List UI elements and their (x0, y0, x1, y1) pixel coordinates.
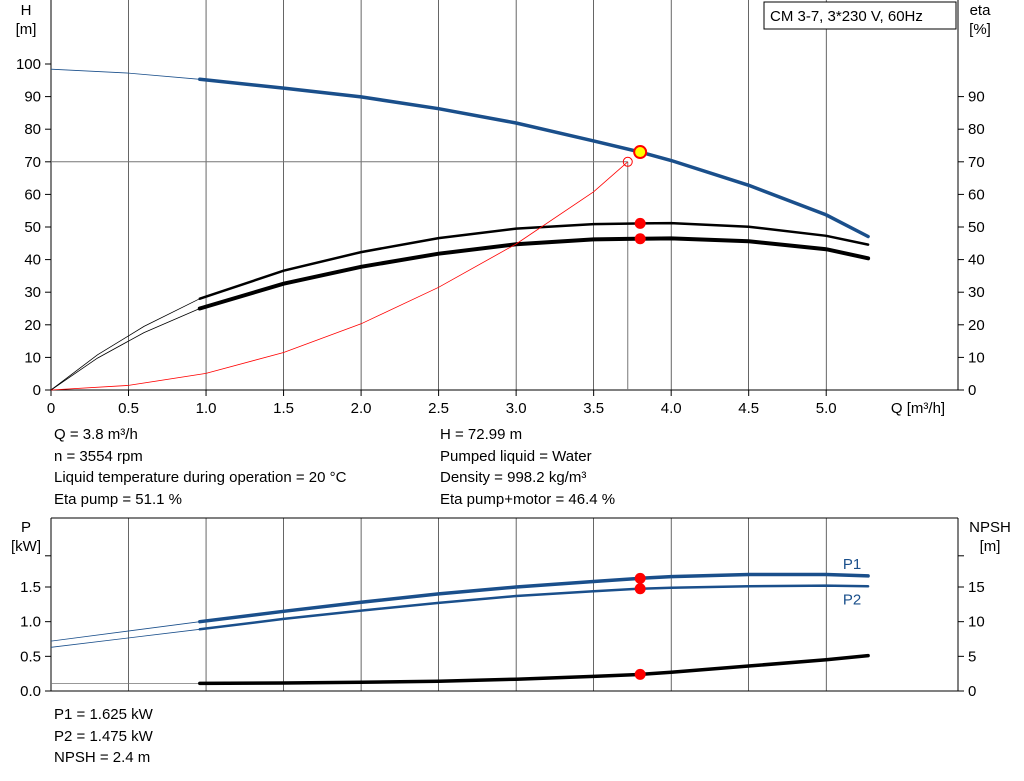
info-p2: P2 = 1.475 kW (54, 727, 153, 745)
power-y-tick-label-left: 1.0 (20, 614, 41, 631)
x-tick-label: 0 (47, 400, 55, 417)
x-tick-label: 2.0 (351, 400, 372, 417)
y-tick-label-left: 40 (24, 252, 41, 269)
P2-label: P2 (843, 591, 861, 608)
x-tick-label: 3.0 (506, 400, 527, 417)
y-tick-label-right: 90 (968, 89, 985, 106)
system-curve (50, 161, 629, 391)
npsh-axis-unit: [m] (980, 538, 1001, 555)
eta_pump-curve (198, 221, 870, 300)
y-tick-label-right: 10 (968, 349, 985, 366)
x-tick-label: 0.5 (118, 400, 139, 417)
info-power-column: P1 = 1.625 kW P2 = 1.475 kW NPSH = 2.4 m (54, 704, 153, 769)
x-tick-label: 3.5 (583, 400, 604, 417)
y-tick-label-left: 100 (16, 56, 41, 73)
y-axis-label-left: H (21, 2, 32, 19)
y-tick-label-right: 20 (968, 317, 985, 334)
y-axis-label-right: eta (970, 2, 992, 19)
x-tick-label: 5.0 (816, 400, 837, 417)
operating-point-power (634, 572, 646, 584)
y-tick-label-left: 80 (24, 121, 41, 138)
y-axis-unit-right: [%] (969, 21, 991, 38)
power-y-tick-label-left: 0.5 (20, 648, 41, 665)
P1-curve-extension (50, 621, 200, 642)
H-curve (198, 77, 870, 239)
y-tick-label-right: 60 (968, 186, 985, 203)
info-speed: n = 3554 rpm (54, 447, 143, 465)
P1-curve (198, 572, 870, 624)
operating-point-eta (634, 217, 646, 229)
y-tick-label-right: 70 (968, 154, 985, 171)
operating-point-head (633, 145, 648, 160)
y-tick-label-left: 10 (24, 349, 41, 366)
info-flow: Q = 3.8 m³/h (54, 426, 138, 443)
operating-point-power (634, 583, 646, 595)
x-tick-label: 1.5 (273, 400, 294, 417)
info-npsh: NPSH = 2.4 m (54, 749, 151, 766)
H-curve-extension (50, 68, 200, 80)
y-tick-label-left: 0 (33, 382, 41, 399)
info-eta-pump-motor: Eta pump+motor = 46.4 % (440, 490, 616, 508)
info-left-column: Q = 3.8 m³/h n = 3554 rpm Liquid tempera… (54, 424, 346, 510)
info-pumped-liquid: Pumped liquid = Water (440, 447, 592, 465)
title-box (763, 1, 957, 30)
power-y-tick-label-right: 15 (968, 579, 985, 596)
y-tick-label-right: 40 (968, 252, 985, 269)
y-tick-label-left: 20 (24, 317, 41, 334)
eta_pump-curve-extension (50, 298, 200, 391)
P2-curve-extension (50, 628, 200, 648)
operating-point-power (634, 668, 646, 680)
power-axis-label-left: P (21, 519, 31, 536)
info-p1: P1 = 1.625 kW (54, 706, 153, 723)
power-y-tick-label-right: 0 (968, 683, 976, 700)
power-y-tick-label-right: 5 (968, 648, 976, 665)
x-tick-label: 1.0 (196, 400, 217, 417)
operating-point-eta (634, 233, 646, 245)
power-y-tick-label-left: 1.5 (20, 579, 41, 596)
npsh-axis-label: NPSH (969, 519, 1011, 536)
power-y-tick-label-right: 10 (968, 614, 985, 631)
power-axis-unit-left: [kW] (11, 538, 41, 555)
power-y-tick-label-left: 0.0 (20, 683, 41, 700)
P1-label: P1 (843, 556, 861, 573)
y-tick-label-left: 70 (24, 154, 41, 171)
x-tick-label: 2.5 (428, 400, 449, 417)
eta_pump_motor-curve-extension (50, 308, 200, 391)
info-density: Density = 998.2 kg/m³ (440, 469, 587, 486)
chart-title: CM 3-7, 3*230 V, 60Hz (770, 8, 923, 25)
y-tick-label-right: 80 (968, 121, 985, 138)
y-tick-label-right: 0 (968, 382, 976, 399)
info-liquid-temperature: Liquid temperature during operation = 20… (54, 469, 347, 486)
y-tick-label-left: 90 (24, 89, 41, 106)
info-right-column: H = 72.99 m Pumped liquid = Water Densit… (440, 424, 615, 510)
x-axis-label: Q [m³/h] (891, 400, 945, 417)
eta_pump_motor-curve (197, 236, 871, 311)
y-tick-label-left: 30 (24, 284, 41, 301)
P2-curve (198, 584, 870, 631)
y-tick-label-right: 30 (968, 284, 985, 301)
info-head: H = 72.99 m (440, 426, 523, 443)
y-tick-label-left: 60 (24, 186, 41, 203)
x-tick-label: 4.0 (661, 400, 682, 417)
info-eta-pump: Eta pump = 51.1 % (54, 490, 182, 508)
y-tick-label-right: 50 (968, 219, 985, 236)
y-axis-unit-left: [m] (16, 21, 37, 38)
duty-point-marker (622, 156, 633, 167)
y-tick-label-left: 50 (24, 219, 41, 236)
x-tick-label: 4.5 (738, 400, 759, 417)
NPSH-curve (198, 653, 870, 686)
